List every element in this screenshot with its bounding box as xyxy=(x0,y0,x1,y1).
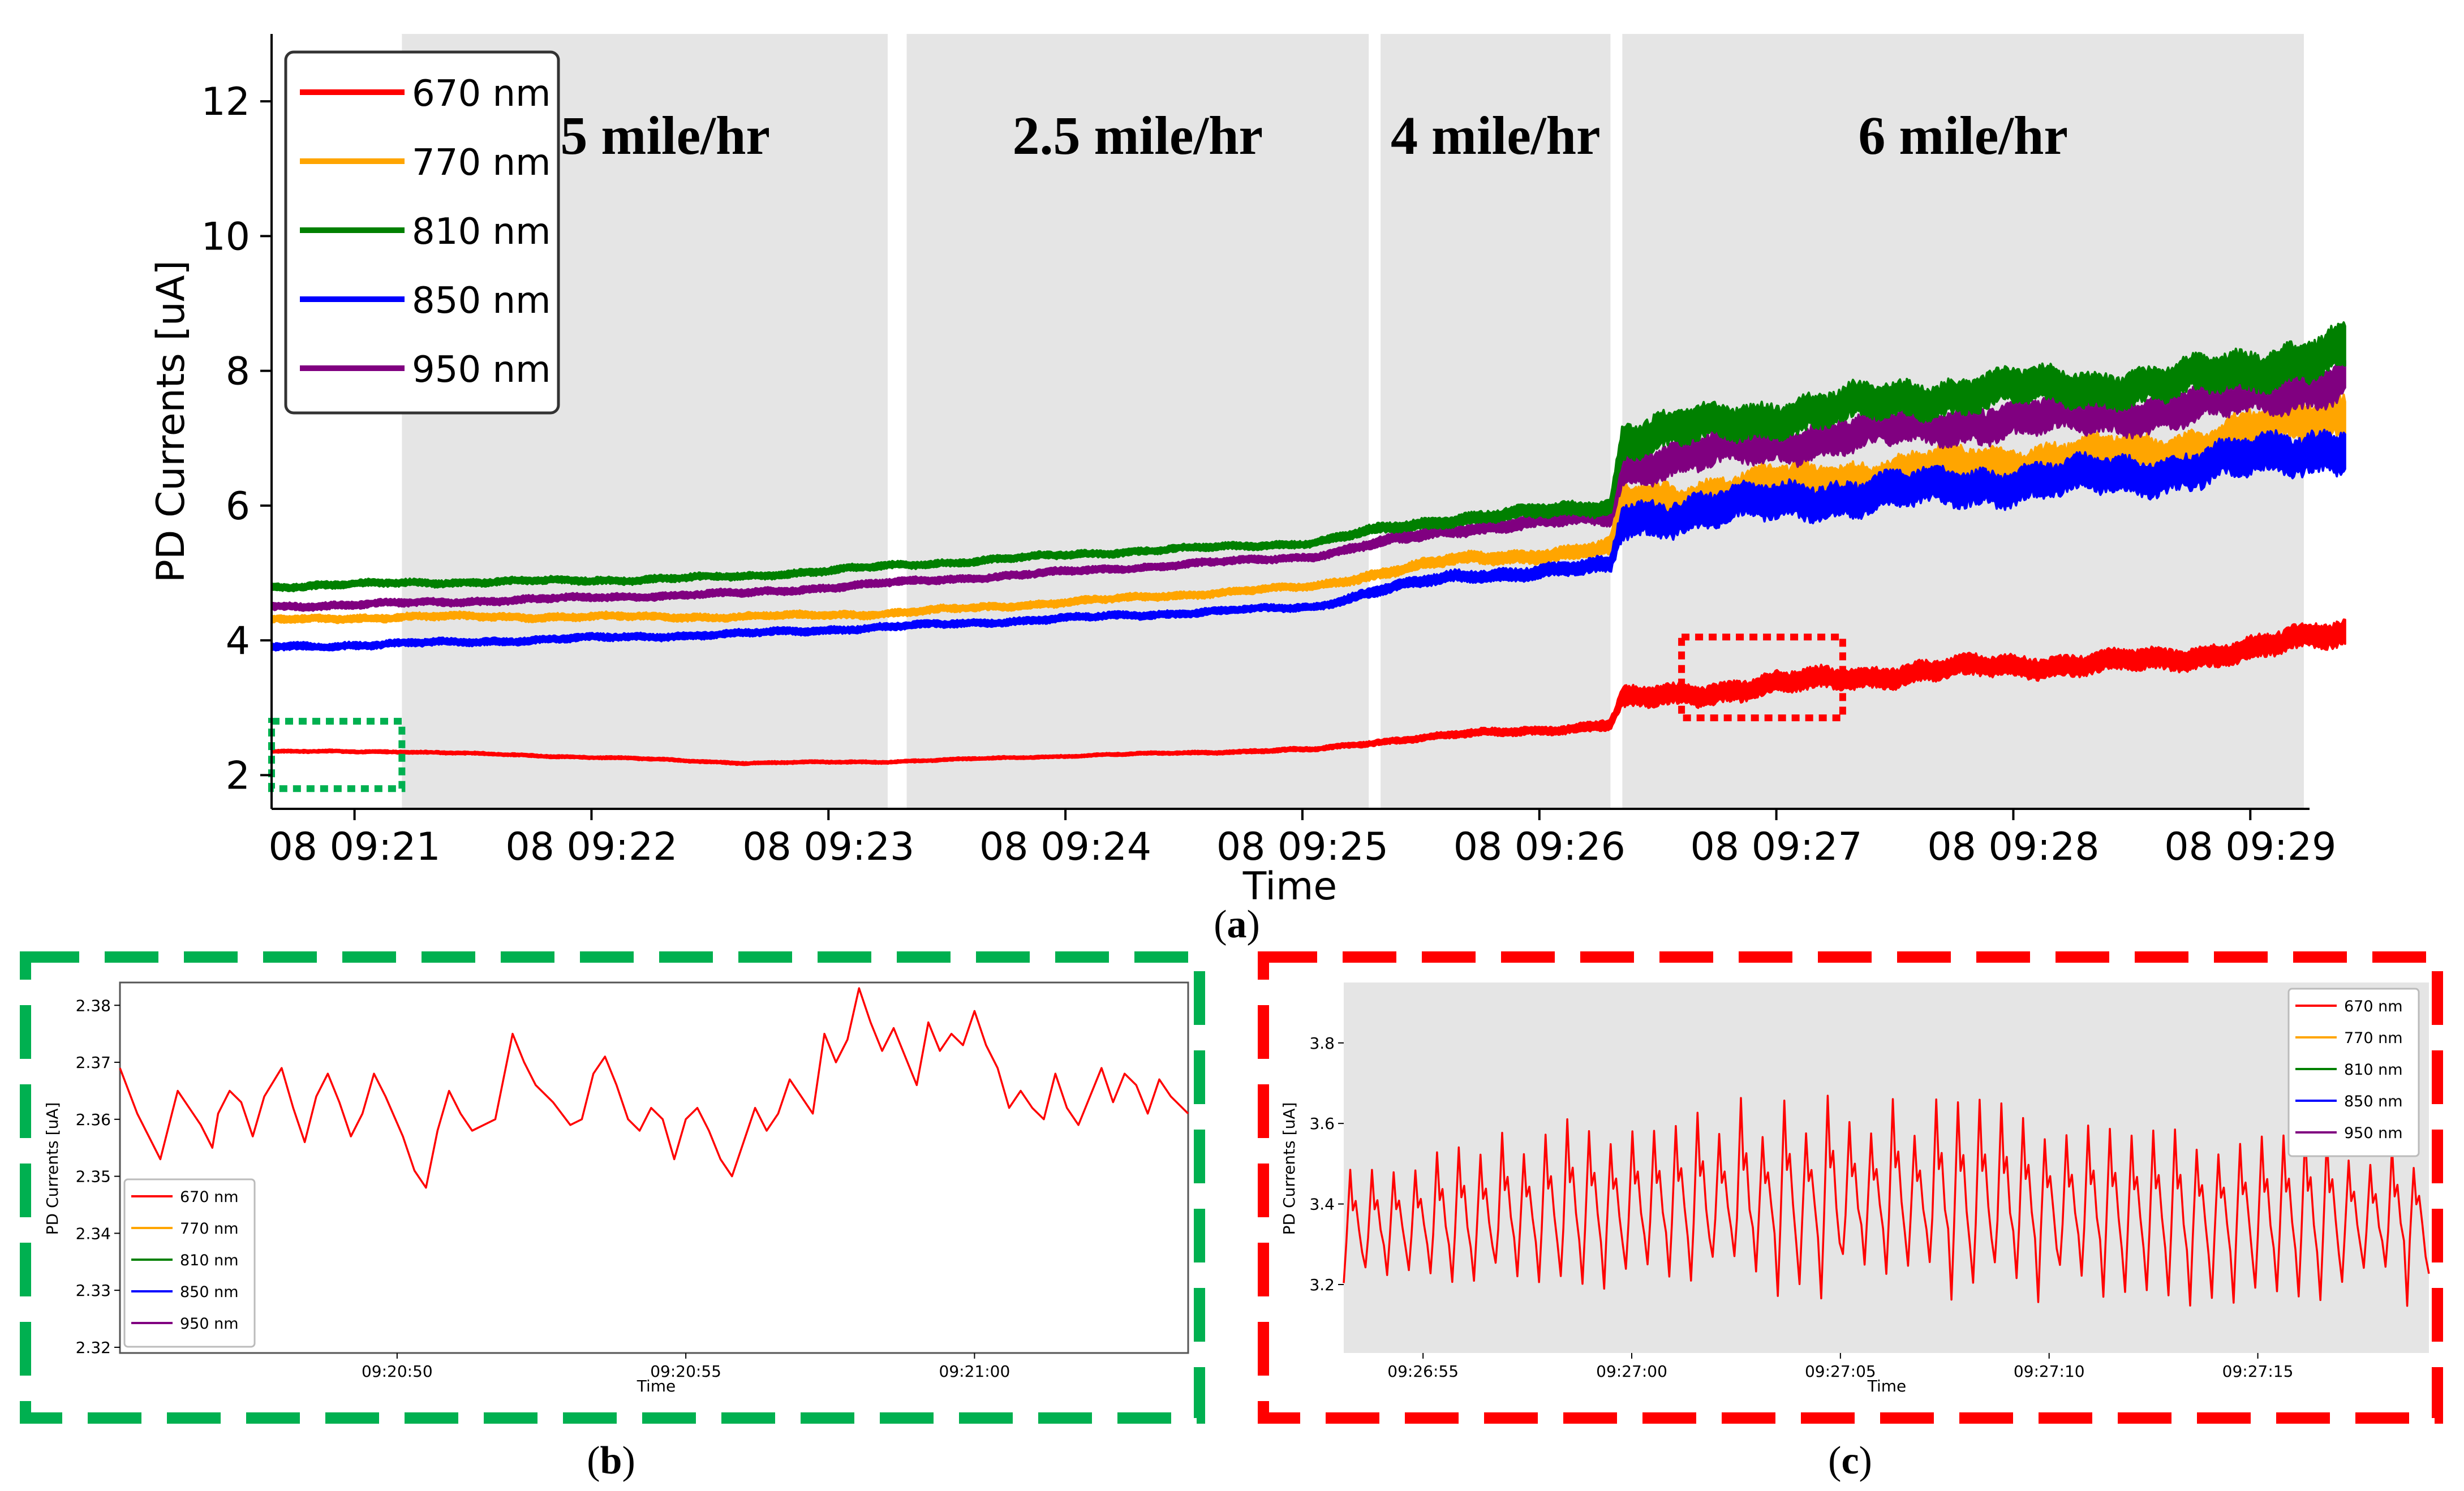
y-ticks: 2.32 2.33 2.34 2.35 2.36 2.37 2.38 xyxy=(76,996,120,1357)
series-950-nm xyxy=(270,353,2346,612)
legend-frame xyxy=(2287,988,2420,1157)
zoom-frame-red xyxy=(1258,951,2443,1424)
legend-label: 850 nm xyxy=(412,280,551,322)
panel-c-series xyxy=(1343,1094,2430,1307)
y-tick-label: 6 xyxy=(226,484,250,529)
x-tick-label: 09:26:55 xyxy=(1387,1362,1459,1381)
y-tick-label: 3.6 xyxy=(1309,1114,1335,1133)
y-tick-label: 2.34 xyxy=(76,1224,111,1243)
panel-b-chart: 2.322.332.342.352.362.372.38 09:20:50 09:… xyxy=(20,951,1205,1483)
legend-label: 770 nm xyxy=(412,142,551,184)
speed-region-label-0: 1.5 mile/hr xyxy=(519,105,770,166)
legend-label: 810 nm xyxy=(412,211,551,253)
legend-frame xyxy=(284,50,560,415)
y-tick-label: 3.8 xyxy=(1309,1034,1335,1053)
legend-label: 950 nm xyxy=(412,349,551,391)
zoom-box-green xyxy=(268,718,406,792)
zoom-boxes xyxy=(268,634,1846,792)
speed-region-2 xyxy=(1381,34,1611,809)
x-axis-label: Time xyxy=(637,1377,676,1395)
x-tick-label: 08 09:25 xyxy=(1216,825,1388,869)
legend-label: 670 nm xyxy=(412,73,551,115)
legend: 670 nm 770 nm 810 nm 850 nm 950 nm xyxy=(123,1178,256,1348)
y-tick-label: 4 xyxy=(226,619,250,663)
speed-region-label-2: 4 mile/hr xyxy=(1391,105,1601,166)
series-670-nm xyxy=(270,618,2346,766)
y-tick-label: 12 xyxy=(201,80,250,124)
legend-label: 850 nm xyxy=(2344,1093,2403,1110)
y-tick-label: 2.38 xyxy=(76,996,111,1015)
x-tick-label: 08 09:28 xyxy=(1927,825,2099,869)
legend: 670 nm 770 nm 810 nm 850 nm 950 nm xyxy=(284,50,560,415)
speed-region-label-3: 6 mile/hr xyxy=(1858,105,2068,166)
panel-a-axes xyxy=(270,34,2310,810)
legend-frame xyxy=(123,1178,256,1348)
y-axis-label: PD Currents [uA] xyxy=(43,1102,62,1235)
x-tick-label: 09:27:10 xyxy=(2014,1362,2085,1381)
x-tick-label: 08 09:29 xyxy=(2164,825,2336,869)
series-810-nm xyxy=(270,321,2346,593)
y-tick-label: 2.35 xyxy=(76,1167,111,1186)
x-tick-label: 09:27:00 xyxy=(1596,1362,1667,1381)
x-tick-label: 08 09:22 xyxy=(505,825,677,869)
plot-area xyxy=(119,981,1189,1354)
y-tick-label: 2 xyxy=(226,753,250,798)
plot-area xyxy=(1344,982,2429,1353)
panel-label-a: (a) xyxy=(1214,903,1260,946)
x-axis-label: Time xyxy=(1867,1377,1907,1395)
y-tick-label: 2.32 xyxy=(76,1338,111,1357)
speed-region-labels: 1.5 mile/hr 2.5 mile/hr 4 mile/hr 6 mile/hr xyxy=(519,105,2068,166)
x-ticks: 09:20:50 09:20:55 09:21:00 xyxy=(362,1353,1010,1381)
x-tick-label: 09:20:55 xyxy=(650,1362,721,1381)
series-850-nm xyxy=(270,428,2346,652)
y-tick-label: 2.36 xyxy=(76,1110,111,1129)
y-tick-label: 2.37 xyxy=(76,1053,111,1072)
legend-label: 770 nm xyxy=(2344,1029,2403,1047)
x-tick-label: 08 09:21 xyxy=(269,825,441,869)
y-ticks: 2 4 6 8 10 12 xyxy=(201,80,272,798)
speed-region-1 xyxy=(906,34,1369,809)
series-670-nm xyxy=(1343,1094,2430,1307)
legend: 670 nm 770 nm 810 nm 850 nm 950 nm xyxy=(2287,988,2420,1157)
y-tick-label: 2.33 xyxy=(76,1281,111,1300)
y-tick-label: 8 xyxy=(226,350,250,394)
x-ticks: 09:26:55 09:27:00 09:27:05 09:27:10 09:27:15 xyxy=(1387,1353,2293,1381)
panel-c-chart: 3.23.43.63.8 09:26:55 09:27:00 09:27:05 09:… xyxy=(1258,951,2443,1483)
x-tick-label: 08 09:26 xyxy=(1454,825,1626,869)
x-tick-label: 08 09:24 xyxy=(979,825,1151,869)
legend-label: 810 nm xyxy=(2344,1061,2403,1079)
x-tick-label: 08 09:23 xyxy=(742,825,914,869)
y-tick-label: 10 xyxy=(201,214,250,259)
y-tick-label: 3.4 xyxy=(1309,1195,1335,1214)
legend-label: 950 nm xyxy=(2344,1124,2403,1142)
panel-b-series xyxy=(119,987,1189,1189)
x-tick-label: 08 09:27 xyxy=(1691,825,1863,869)
x-tick-label: 09:27:15 xyxy=(2222,1362,2294,1381)
series-670-nm xyxy=(119,987,1189,1189)
legend-label: 810 nm xyxy=(180,1252,239,1269)
legend-label: 770 nm xyxy=(180,1220,239,1238)
x-axis-label: Time xyxy=(1242,864,1337,909)
legend-label: 670 nm xyxy=(2344,998,2403,1015)
y-axis-label: PD Currents [uA] xyxy=(1280,1102,1298,1235)
panel-a-chart: 1.5 mile/hr 2.5 mile/hr 4 mile/hr 6 mile/hr… xyxy=(149,34,2346,946)
speed-region-label-1: 2.5 mile/hr xyxy=(1013,105,1263,166)
panel-label-b: (b) xyxy=(587,1439,635,1483)
panel-label-c: (c) xyxy=(1828,1439,1872,1483)
x-tick-label: 09:21:00 xyxy=(939,1362,1010,1381)
x-tick-label: 09:27:05 xyxy=(1805,1362,1876,1381)
y-axis-label: PD Currents [uA] xyxy=(149,260,193,583)
y-ticks: 3.2 3.4 3.6 3.8 xyxy=(1309,1034,1344,1294)
legend-label: 850 nm xyxy=(180,1283,239,1301)
legend-label: 670 nm xyxy=(180,1188,239,1206)
legend-label: 950 nm xyxy=(180,1315,239,1333)
zoom-frame-green xyxy=(20,951,1205,1424)
x-ticks: 08 09:21 08 09:22 08 09:23 08 09:24 08 09:25… xyxy=(269,809,2336,869)
x-tick-label: 09:20:50 xyxy=(362,1362,433,1381)
panel-a-series xyxy=(270,321,2346,766)
y-tick-label: 3.2 xyxy=(1309,1275,1335,1294)
